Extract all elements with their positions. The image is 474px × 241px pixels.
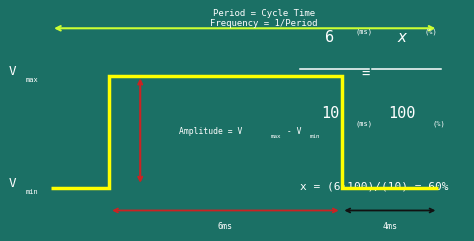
Text: 6: 6 [325,30,335,45]
Text: - V: - V [282,127,301,136]
Text: min: min [26,189,39,195]
Text: 100: 100 [388,106,416,121]
Text: 10: 10 [321,106,339,121]
Text: Period = Cycle Time: Period = Cycle Time [213,9,315,18]
Text: (ms): (ms) [356,120,373,127]
Text: max: max [26,77,39,83]
Text: V: V [9,177,16,190]
Text: Amplitude = V: Amplitude = V [179,127,242,136]
Text: x: x [397,30,407,45]
Text: max: max [271,134,282,139]
Text: min: min [310,134,320,139]
Text: (ms): (ms) [356,29,373,35]
Text: Frequency = 1/Period: Frequency = 1/Period [210,19,318,28]
Text: V: V [9,65,16,78]
Text: (%): (%) [424,29,437,35]
Text: 6ms: 6ms [218,222,233,231]
Text: 4ms: 4ms [383,222,397,231]
Text: x = (6·100)/(10) = 60%: x = (6·100)/(10) = 60% [300,182,448,192]
Text: (%): (%) [432,120,445,127]
Text: =: = [362,67,370,81]
